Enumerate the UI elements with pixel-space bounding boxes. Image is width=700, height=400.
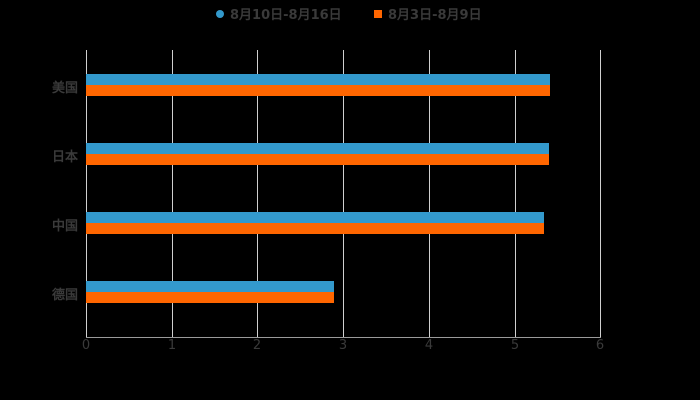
y-category-label: 美国 (51, 81, 78, 96)
legend-item-series-1[interactable]: 8月10日-8月16日 (216, 4, 342, 23)
x-tick-label: 3 (338, 338, 348, 353)
bar-aug10-16[interactable] (86, 74, 550, 85)
y-category-label: 日本 (51, 150, 78, 165)
x-tick-label: 1 (167, 338, 177, 353)
legend-square-icon (374, 9, 382, 18)
bar-aug10-16[interactable] (86, 281, 334, 292)
axis-tick (257, 327, 258, 337)
chart-legend: 8月10日-8月16日 8月3日-8月9日 (0, 4, 700, 23)
gridline (343, 50, 344, 327)
axis-tick (343, 327, 344, 337)
gridline (172, 50, 173, 327)
bar-aug10-16[interactable] (86, 143, 549, 154)
legend-circle-icon (216, 9, 224, 18)
gridline (86, 50, 87, 327)
x-tick-label: 0 (81, 338, 91, 353)
legend-item-series-2[interactable]: 8月3日-8月9日 (374, 4, 482, 23)
gridline (600, 50, 601, 327)
axis-tick (600, 327, 601, 337)
x-axis-line (86, 337, 601, 338)
axis-tick (172, 327, 173, 337)
gridline (429, 50, 430, 327)
bar-aug3-9[interactable] (86, 85, 550, 96)
x-tick-label: 4 (424, 338, 434, 353)
bar-aug3-9[interactable] (86, 292, 334, 303)
gridline (515, 50, 516, 327)
bar-aug3-9[interactable] (86, 154, 549, 165)
bar-aug10-16[interactable] (86, 212, 544, 223)
y-category-label: 中国 (51, 219, 78, 234)
x-tick-label: 2 (252, 338, 262, 353)
y-category-label: 德国 (51, 288, 78, 303)
bar-aug3-9[interactable] (86, 223, 544, 234)
axis-tick (86, 327, 87, 337)
axis-tick (515, 327, 516, 337)
x-tick-label: 6 (595, 338, 605, 353)
axis-tick (429, 327, 430, 337)
legend-label: 8月10日-8月16日 (230, 8, 342, 23)
gridline (257, 50, 258, 327)
x-tick-label: 5 (510, 338, 520, 353)
legend-label: 8月3日-8月9日 (388, 8, 482, 23)
